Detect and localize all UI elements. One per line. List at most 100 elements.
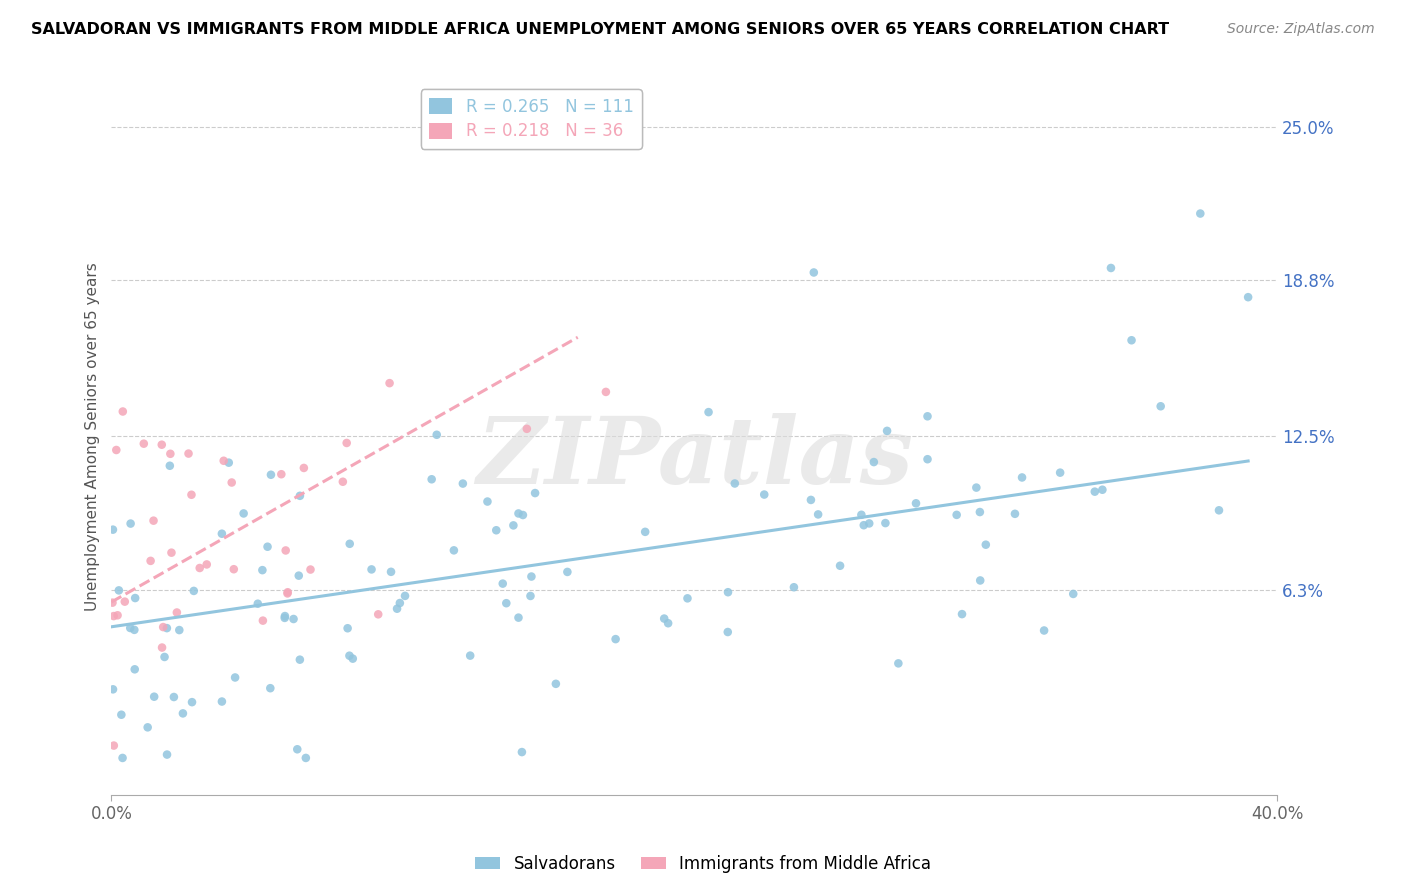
- Point: [1237, 290, 1260, 304]
- Point: [852, 518, 875, 533]
- Point: [124, 662, 146, 676]
- Point: [950, 607, 973, 621]
- Point: [260, 467, 283, 482]
- Point: [754, 487, 776, 501]
- Point: [211, 694, 233, 708]
- Point: [717, 585, 740, 599]
- Point: [339, 537, 361, 551]
- Point: [295, 751, 318, 765]
- Point: [143, 690, 166, 704]
- Point: [904, 496, 927, 510]
- Point: [256, 540, 278, 554]
- Point: [120, 621, 142, 635]
- Point: [595, 384, 617, 399]
- Point: [218, 456, 240, 470]
- Point: [195, 558, 218, 572]
- Point: [634, 524, 657, 539]
- Point: [299, 563, 322, 577]
- Point: [224, 671, 246, 685]
- Point: [524, 486, 547, 500]
- Point: [172, 706, 194, 721]
- Point: [336, 436, 359, 450]
- Point: [105, 442, 128, 457]
- Point: [1062, 587, 1084, 601]
- Point: [807, 508, 830, 522]
- Point: [803, 265, 825, 279]
- Point: [858, 516, 880, 531]
- Point: [114, 594, 136, 608]
- Point: [1033, 624, 1056, 638]
- Point: [273, 611, 295, 625]
- Point: [183, 583, 205, 598]
- Point: [426, 427, 449, 442]
- Point: [367, 607, 389, 622]
- Point: [863, 455, 886, 469]
- Text: SALVADORAN VS IMMIGRANTS FROM MIDDLE AFRICA UNEMPLOYMENT AMONG SENIORS OVER 65 Y: SALVADORAN VS IMMIGRANTS FROM MIDDLE AFR…: [31, 22, 1168, 37]
- Point: [107, 608, 129, 623]
- Point: [945, 508, 967, 522]
- Point: [160, 546, 183, 560]
- Point: [232, 507, 254, 521]
- Point: [152, 620, 174, 634]
- Point: [180, 488, 202, 502]
- Point: [274, 543, 297, 558]
- Point: [111, 404, 134, 418]
- Point: [657, 616, 679, 631]
- Point: [292, 461, 315, 475]
- Point: [495, 596, 517, 610]
- Point: [169, 623, 191, 637]
- Point: [477, 494, 499, 508]
- Point: [1004, 507, 1026, 521]
- Point: [394, 589, 416, 603]
- Point: [136, 720, 159, 734]
- Y-axis label: Unemployment Among Seniors over 65 years: Unemployment Among Seniors over 65 years: [86, 262, 100, 611]
- Point: [800, 492, 823, 507]
- Point: [451, 476, 474, 491]
- Point: [181, 695, 204, 709]
- Point: [139, 554, 162, 568]
- Point: [443, 543, 465, 558]
- Point: [221, 475, 243, 490]
- Point: [1091, 483, 1114, 497]
- Point: [917, 452, 939, 467]
- Point: [277, 585, 299, 599]
- Point: [101, 682, 124, 697]
- Point: [388, 596, 411, 610]
- Point: [969, 505, 991, 519]
- Point: [332, 475, 354, 489]
- Point: [652, 611, 675, 625]
- Point: [485, 523, 508, 537]
- Point: [385, 601, 408, 615]
- Point: [259, 681, 281, 696]
- Point: [502, 518, 524, 533]
- Point: [108, 583, 131, 598]
- Point: [132, 436, 155, 450]
- Point: [159, 458, 181, 473]
- Point: [124, 623, 146, 637]
- Point: [339, 648, 361, 663]
- Point: [111, 751, 134, 765]
- Point: [1084, 484, 1107, 499]
- Point: [697, 405, 720, 419]
- Point: [110, 707, 132, 722]
- Point: [851, 508, 873, 522]
- Point: [287, 568, 309, 582]
- Legend: R = 0.265   N = 111, R = 0.218   N = 36: R = 0.265 N = 111, R = 0.218 N = 36: [420, 89, 641, 149]
- Point: [211, 526, 233, 541]
- Point: [150, 640, 173, 655]
- Point: [516, 422, 538, 436]
- Text: ZIPatlas: ZIPatlas: [475, 413, 912, 503]
- Point: [101, 523, 124, 537]
- Point: [163, 690, 186, 704]
- Point: [246, 597, 269, 611]
- Point: [1150, 399, 1173, 413]
- Point: [1208, 503, 1230, 517]
- Point: [492, 576, 515, 591]
- Point: [420, 472, 443, 486]
- Point: [276, 586, 298, 600]
- Point: [965, 481, 987, 495]
- Point: [103, 609, 125, 624]
- Point: [360, 562, 382, 576]
- Point: [557, 565, 579, 579]
- Legend: Salvadorans, Immigrants from Middle Africa: Salvadorans, Immigrants from Middle Afri…: [468, 848, 938, 880]
